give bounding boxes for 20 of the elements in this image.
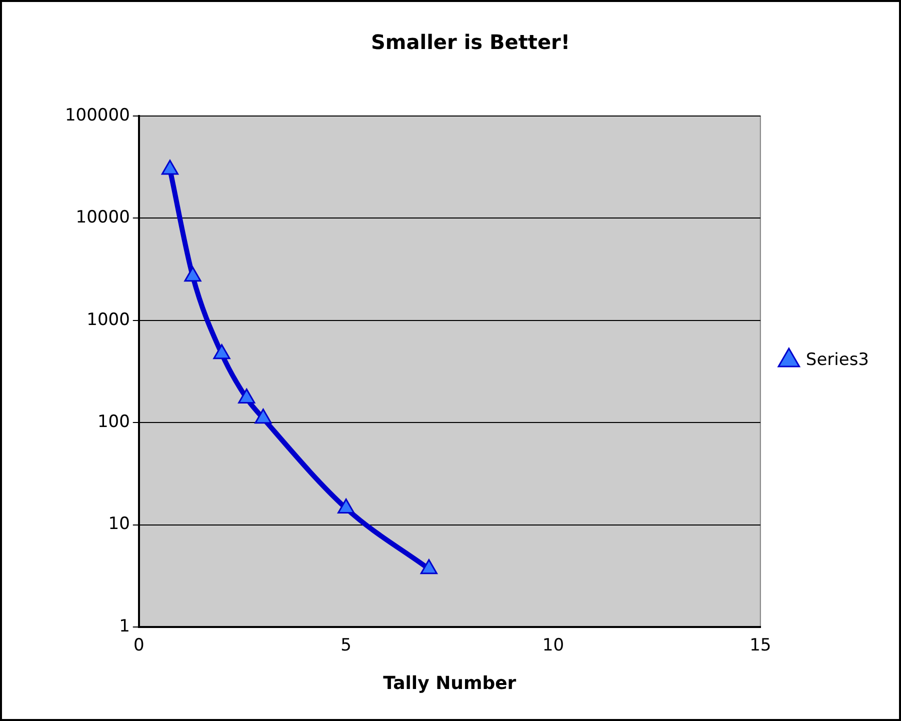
y-tick-label: 10000 xyxy=(76,208,130,228)
point xyxy=(213,344,230,360)
point xyxy=(238,388,256,404)
y-tick-label: 100 xyxy=(97,412,130,432)
y-tick-label: 10 xyxy=(108,514,130,534)
chart-title: Smaller is Better! xyxy=(370,30,570,54)
y-tick-label: 1000 xyxy=(86,310,130,330)
point xyxy=(338,498,355,514)
point xyxy=(254,408,272,424)
x-axis-title: Tally Number xyxy=(383,672,516,694)
point xyxy=(420,559,438,574)
x-tick-label: 5 xyxy=(340,636,352,656)
y-tick-label: 100000 xyxy=(64,105,130,126)
point xyxy=(184,266,202,282)
x-tick-label: 15 xyxy=(750,636,772,656)
x-tick-label: 10 xyxy=(542,636,564,656)
legend-label: Series3 xyxy=(806,350,870,370)
point xyxy=(161,160,179,175)
y-tick-label: 1 xyxy=(119,616,130,636)
x-tick-label: 0 xyxy=(133,636,144,656)
